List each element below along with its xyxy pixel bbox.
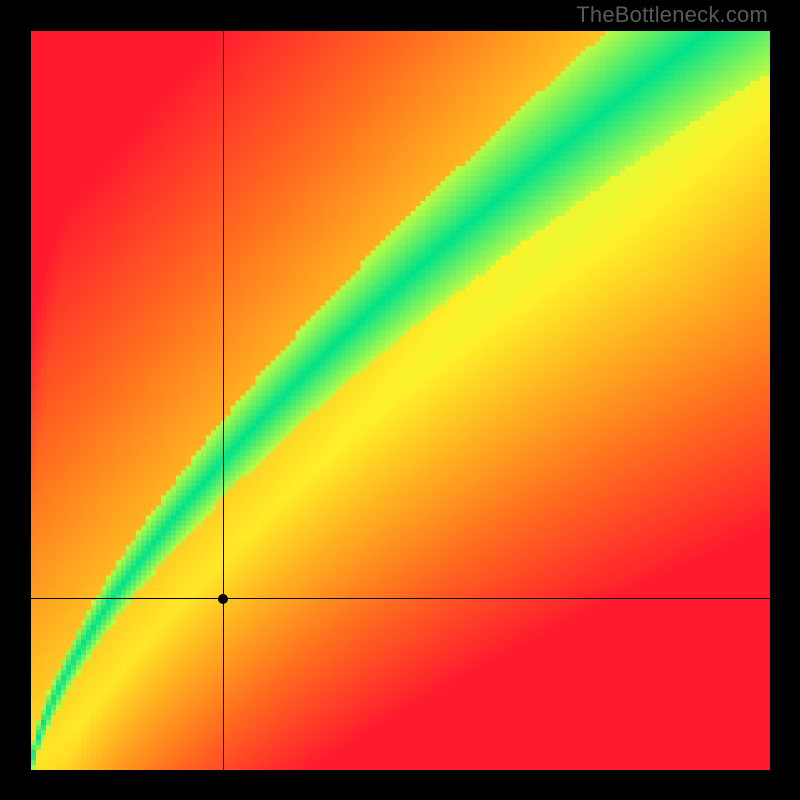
crosshair-vertical <box>223 31 224 770</box>
watermark-text: TheBottleneck.com <box>576 2 768 28</box>
crosshair-horizontal <box>31 598 770 599</box>
heatmap-canvas <box>31 31 770 770</box>
crosshair-marker <box>218 594 228 604</box>
chart-frame: TheBottleneck.com <box>0 0 800 800</box>
